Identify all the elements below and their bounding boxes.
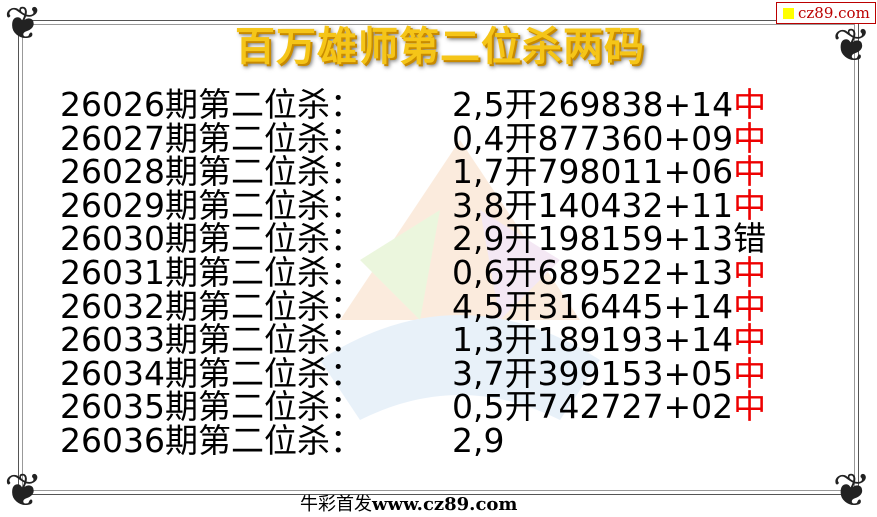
result-badge: 错: [733, 219, 767, 259]
period-label: 26028期第二位杀：: [60, 152, 363, 192]
kill-numbers: 4,5: [452, 286, 505, 326]
watermark-logo: [320, 140, 600, 420]
result-badge: 中: [733, 286, 767, 326]
period-label: 26031期第二位杀：: [60, 252, 363, 292]
result-badge: 中: [733, 185, 767, 225]
open-label: 开: [504, 219, 538, 259]
result-badge: 中: [733, 85, 767, 124]
kill-numbers: 1,7: [452, 152, 505, 192]
list-item: 26030期第二位杀： 2,9 开 198159+13 错: [60, 222, 766, 256]
open-label: 开: [504, 185, 538, 225]
open-label: 开: [504, 152, 538, 192]
inner-border-frame: [22, 24, 855, 491]
list-item: 26035期第二位杀： 0,5 开 742727+02 中: [60, 390, 766, 424]
period-label: 26030期第二位杀：: [60, 219, 363, 259]
kill-numbers: 3,7: [452, 353, 505, 393]
period-label: 26034期第二位杀：: [60, 353, 363, 393]
list-item: 26029期第二位杀： 3,8 开 140432+11 中: [60, 189, 766, 223]
floral-corner-icon: ❦: [832, 18, 871, 72]
draw-numbers: 189193+14: [537, 320, 734, 360]
result-badge: 中: [733, 252, 767, 292]
result-badge: 中: [733, 387, 767, 427]
open-label: 开: [504, 320, 538, 360]
open-label: 开: [504, 118, 538, 158]
draw-numbers: 689522+13: [537, 252, 734, 292]
open-label: 开: [504, 252, 538, 292]
draw-numbers: 140432+11: [537, 185, 734, 225]
list-item: 26034期第二位杀： 3,7 开 399153+05 中: [60, 357, 766, 391]
period-label: 26027期第二位杀：: [60, 118, 363, 158]
site-badge-text: cz89.com: [798, 4, 870, 22]
list-item: 26032期第二位杀： 4,5 开 316445+14 中: [60, 286, 767, 326]
open-label: 开: [504, 286, 538, 326]
kill-numbers: 1,3: [452, 320, 505, 360]
period-label: 26035期第二位杀：: [60, 387, 363, 427]
period-label: 26036期第二位杀：: [60, 420, 363, 460]
square-icon: [783, 8, 794, 19]
open-label: 开: [504, 85, 538, 124]
list-item: 26036期第二位杀： 2,9: [60, 424, 766, 458]
list-item: 26027期第二位杀： 0,4 开 877360+09 中: [60, 118, 767, 158]
period-label: 26026期第二位杀：: [60, 85, 363, 124]
kill-numbers: 2,5: [452, 85, 505, 124]
result-badge: 中: [733, 353, 767, 393]
page-title: 百万雄师第二位杀两码: [235, 24, 645, 70]
draw-numbers: 316445+14: [537, 286, 734, 326]
kill-numbers: 0,6: [452, 252, 505, 292]
kill-numbers: 2,9: [452, 219, 505, 259]
draw-numbers: 269838+14: [537, 85, 734, 124]
list-item: 26031期第二位杀： 0,6 开 689522+13 中: [60, 256, 766, 290]
period-label: 26033期第二位杀：: [60, 320, 363, 360]
prediction-list: (function(){ const d=JSON.parse(document…: [60, 88, 766, 458]
footer-site-link[interactable]: www.cz89.com: [372, 494, 518, 515]
period-label: 26029期第二位杀：: [60, 185, 363, 225]
floral-corner-icon: ❦: [832, 463, 871, 517]
draw-numbers: 742727+02: [537, 387, 734, 427]
floral-corner-icon: ❦: [4, 0, 43, 50]
draw-numbers: 198159+13: [537, 219, 734, 259]
list-item: 26028期第二位杀： 1,7 开 798011+06 中: [60, 155, 766, 189]
draw-numbers: 798011+06: [537, 152, 734, 192]
result-badge: 中: [733, 152, 767, 192]
draw-numbers: 399153+05: [537, 353, 734, 393]
kill-numbers: 0,4: [452, 118, 505, 158]
result-badge: 中: [733, 320, 767, 360]
list-item: 26026期第二位杀： 2,5 开 269838+14 中: [60, 88, 766, 122]
period-label: 26032期第二位杀：: [60, 286, 363, 326]
border-frame: [18, 20, 859, 495]
open-label: 开: [504, 353, 538, 393]
floral-corner-icon: ❦: [4, 463, 43, 517]
draw-numbers: 877360+09: [537, 118, 734, 158]
kill-numbers: 2,9: [452, 420, 505, 460]
site-badge[interactable]: cz89.com: [776, 2, 876, 24]
footer-prefix: 牛彩首发: [300, 494, 372, 515]
result-badge: 中: [733, 118, 767, 158]
list-item: 26033期第二位杀： 1,3 开 189193+14 中: [60, 323, 766, 357]
kill-numbers: 0,5: [452, 387, 505, 427]
kill-numbers: 3,8: [452, 185, 505, 225]
open-label: 开: [504, 387, 538, 427]
footer: 牛彩首发www.cz89.com: [300, 490, 517, 516]
